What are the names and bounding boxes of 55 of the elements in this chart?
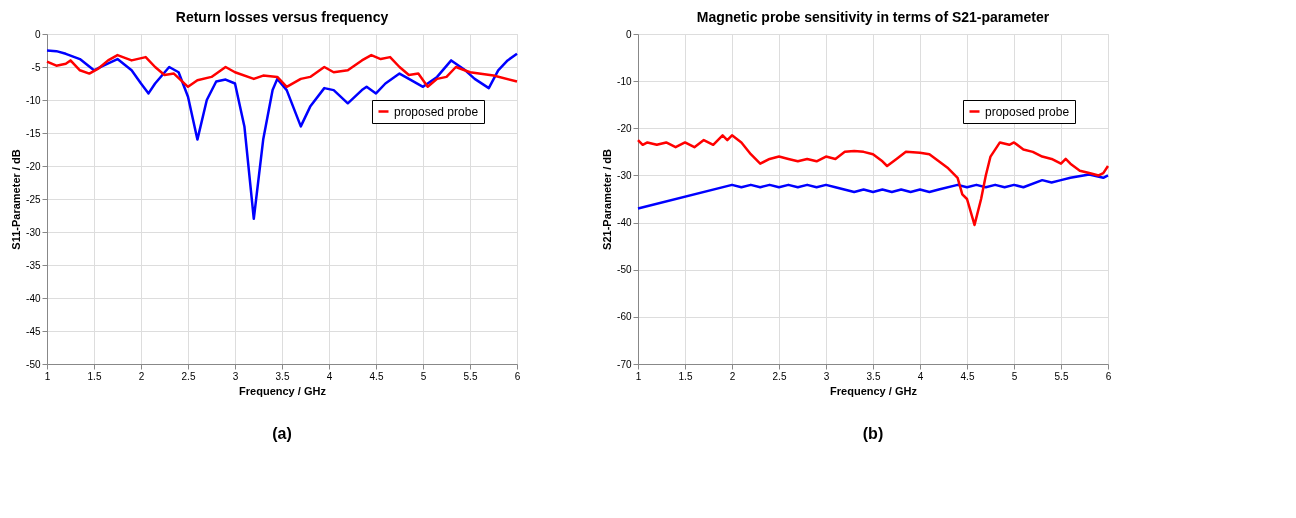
text: (b) bbox=[862, 425, 884, 442]
x-tick-label: 5 bbox=[420, 370, 427, 382]
x-tick-label: 5.5 bbox=[463, 370, 478, 382]
x-tick-label: 3.5 bbox=[866, 370, 881, 382]
x-tick-label: 5 bbox=[1011, 370, 1018, 382]
y-axis-title: S11-Parameter / dB bbox=[10, 149, 23, 250]
y-tick-label: -15 bbox=[26, 127, 41, 139]
y-tick-label: -10 bbox=[26, 94, 41, 106]
y-tick-label: 0 bbox=[34, 28, 41, 40]
y-tick-label: -40 bbox=[26, 292, 41, 304]
y-tick-label: -40 bbox=[617, 217, 632, 229]
x-tick-label: 1 bbox=[44, 370, 51, 382]
x-tick-label: 6 bbox=[514, 370, 521, 382]
x-axis-title: Frequency / GHz bbox=[239, 384, 327, 397]
x-tick-label: 5.5 bbox=[1054, 370, 1069, 382]
y-axis-title: S21-Parameter / dB bbox=[601, 149, 614, 250]
y-tick-label: -25 bbox=[26, 193, 41, 205]
y-tick-label: -45 bbox=[26, 325, 41, 337]
x-tick-label: 1 bbox=[635, 370, 642, 382]
x-tick-label: 6 bbox=[1105, 370, 1112, 382]
y-tick-label: -10 bbox=[617, 75, 632, 87]
y-tick-label: -30 bbox=[26, 226, 41, 238]
y-tick-label: -5 bbox=[31, 61, 41, 73]
chart-title: Magnetic probe sensitivity in terms of S21-parameter bbox=[696, 9, 1050, 25]
x-tick-label: 4 bbox=[326, 370, 333, 382]
x-tick-label: 4.5 bbox=[960, 370, 975, 382]
line-series bbox=[45, 49, 519, 221]
y-tick-label: -50 bbox=[26, 358, 41, 370]
y-tick-label: 0 bbox=[625, 28, 632, 40]
legend-label: proposed probe bbox=[394, 104, 479, 119]
line-series bbox=[45, 53, 519, 89]
x-tick-label: 1.5 bbox=[87, 370, 102, 382]
x-tick-label: 2 bbox=[138, 370, 145, 382]
line-series bbox=[636, 134, 1110, 227]
x-tick-label: 1.5 bbox=[678, 370, 693, 382]
x-tick-label: 3 bbox=[823, 370, 830, 382]
line-series bbox=[636, 173, 1110, 210]
x-tick-label: 2.5 bbox=[181, 370, 196, 382]
y-tick-label: -50 bbox=[617, 264, 632, 276]
y-tick-label: -20 bbox=[617, 122, 632, 134]
x-tick-label: 3 bbox=[232, 370, 239, 382]
y-tick-label: -20 bbox=[26, 160, 41, 172]
y-tick-label: -70 bbox=[617, 358, 632, 370]
y-tick-label: -35 bbox=[26, 259, 41, 271]
x-tick-label: 4 bbox=[917, 370, 924, 382]
x-axis-title: Frequency / GHz bbox=[830, 384, 918, 397]
chart-title: Return losses versus frequency bbox=[175, 9, 389, 25]
y-tick-label: -30 bbox=[617, 169, 632, 181]
x-tick-label: 4.5 bbox=[369, 370, 384, 382]
x-tick-label: 2.5 bbox=[772, 370, 787, 382]
y-tick-label: -60 bbox=[617, 311, 632, 323]
x-tick-label: 2 bbox=[729, 370, 736, 382]
text: (a) bbox=[272, 425, 292, 442]
legend-label: proposed probe bbox=[985, 104, 1070, 119]
x-tick-label: 3.5 bbox=[275, 370, 290, 382]
